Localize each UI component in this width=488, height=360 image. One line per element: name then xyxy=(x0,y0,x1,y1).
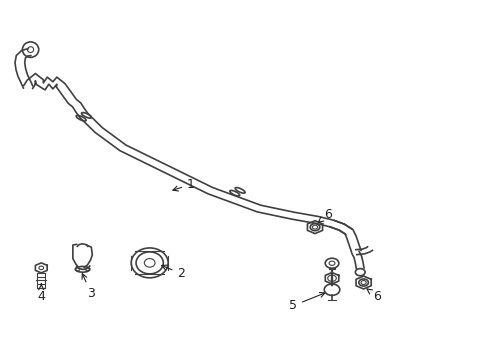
Text: 5: 5 xyxy=(288,293,324,312)
Text: 6: 6 xyxy=(366,289,380,303)
Text: 3: 3 xyxy=(82,274,95,300)
Text: 4: 4 xyxy=(37,284,45,303)
Text: 2: 2 xyxy=(162,265,185,280)
Text: 6: 6 xyxy=(318,208,331,222)
Text: 1: 1 xyxy=(173,178,195,191)
